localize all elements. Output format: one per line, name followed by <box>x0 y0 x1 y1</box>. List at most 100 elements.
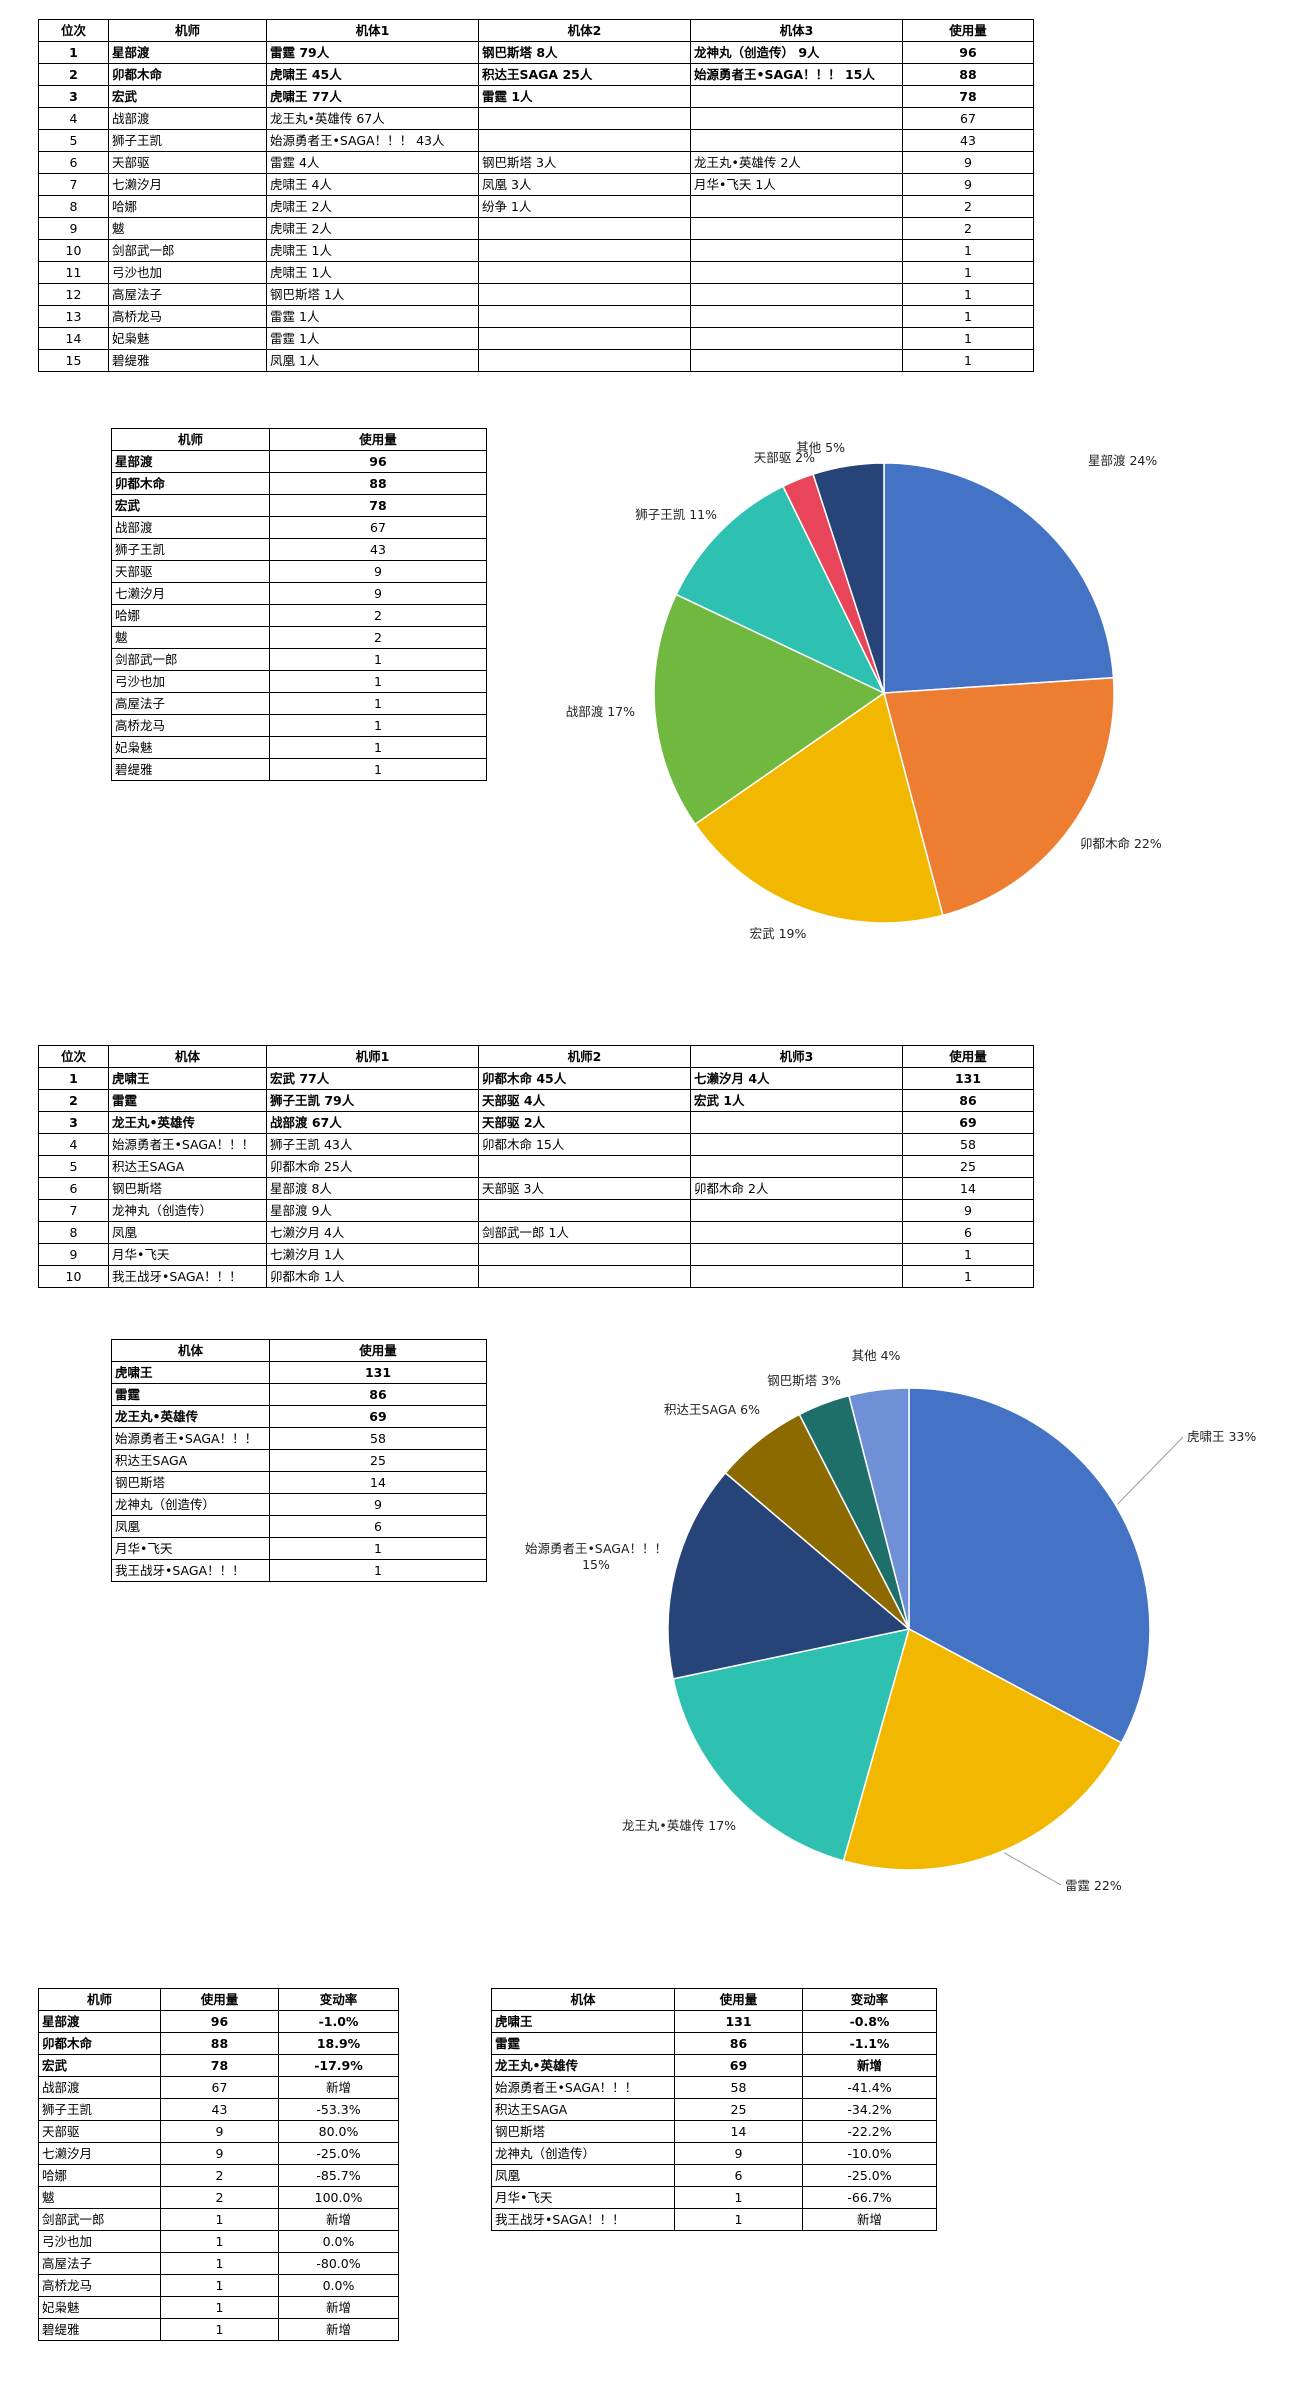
slice-label: 钢巴斯塔 3% <box>767 1373 841 1388</box>
table-row: 卯都木命 88 18.9% <box>38 2032 399 2055</box>
table-row: 哈娜 2 <box>111 604 487 627</box>
cell-rate: -25.0% <box>278 2142 399 2165</box>
table-row: 2 雷霆 狮子王凯 79人 天部驱 4人 宏武 1人 86 <box>38 1089 1034 1112</box>
cell-rate: 新增 <box>802 2208 937 2231</box>
table-row: 8 哈娜 虎啸王 2人 纷争 1人 2 <box>38 195 1034 218</box>
cell-name: 我王战牙•SAGA！！！ <box>111 1559 270 1582</box>
cell-name: 妃枭魅 <box>111 736 270 759</box>
cell-usage: 43 <box>902 129 1034 152</box>
slice-label: 宏武 19% <box>750 926 807 941</box>
cell-name: 剑部武一郎 <box>38 2208 161 2231</box>
cell-name: 哈娜 <box>111 604 270 627</box>
pie-slice <box>883 676 1115 917</box>
slice-label: 雷霆 22% <box>1065 1878 1122 1893</box>
table-row: 弓沙也加 1 <box>111 670 487 693</box>
header-pilot1: 机师1 <box>266 1045 479 1068</box>
cell-name: 我王战牙•SAGA！！！ <box>491 2208 675 2231</box>
cell-usage: 131 <box>902 1067 1034 1090</box>
table-row: 9 月华•飞天 七濑汐月 1人 1 <box>38 1243 1034 1266</box>
cell-m2: 天部驱 4人 <box>478 1089 691 1112</box>
cell-m2: 钢巴斯塔 3人 <box>478 151 691 174</box>
cell-m1: 虎啸王 4人 <box>266 173 479 196</box>
mech-table: 位次 机体 机师1 机师2 机师3 使用量 1 虎啸王 宏武 77人 卯都木命 45人… <box>38 1045 1034 1288</box>
pie-slice <box>653 593 886 826</box>
header-change-rate: 变动率 <box>802 1988 937 2011</box>
slice-label: 始源勇者王•SAGA！！！ 15% <box>525 1541 667 1572</box>
table-row: 始源勇者王•SAGA！！！ 58 <box>111 1427 487 1450</box>
table-row: 7 七濑汐月 虎啸王 4人 凤凰 3人 月华•飞天 1人 9 <box>38 173 1034 196</box>
cell-name: 狮子王凯 <box>38 2098 161 2121</box>
cell-usage: 78 <box>160 2054 279 2077</box>
leader-line <box>1003 1852 1062 1886</box>
table-row: 卯都木命 88 <box>111 472 487 495</box>
table-header-row: 机体 使用量 变动率 <box>491 1988 937 2011</box>
cell-name: 积达王SAGA <box>111 1449 270 1472</box>
table-row: 12 高屋法子 钢巴斯塔 1人 1 <box>38 283 1034 306</box>
pilot-table: 位次 机师 机体1 机体2 机体3 使用量 1 星部渡 雷霆 79人 钢巴斯塔 8人龙… <box>38 19 1034 372</box>
pie-slice <box>672 1628 911 1862</box>
cell-rate: 0.0% <box>278 2230 399 2253</box>
header-pilot: 机师 <box>111 428 270 451</box>
cell-name: 钢巴斯塔 <box>491 2120 675 2143</box>
slice-label: 星部渡 24% <box>1088 453 1157 468</box>
cell-m3: 始源勇者王•SAGA！！！ 15人 <box>690 63 903 86</box>
table-row: 七濑汐月 9 <box>111 582 487 605</box>
cell-m2: 卯都木命 45人 <box>478 1067 691 1090</box>
table-row: 碧缇雅 1 <box>111 758 487 781</box>
slice-label: 卯都木命 22% <box>1080 836 1162 851</box>
table-row: 龙神丸（创造传） 9 -10.0% <box>491 2142 937 2165</box>
slice-label: 天部驱 2% <box>754 450 815 465</box>
cell-usage: 1 <box>902 349 1034 372</box>
leader-line <box>1117 1436 1184 1505</box>
pilot-summary-table: 机师 使用量 星部渡 96 卯都木命 88 宏武 78 战部渡 67 狮子王凯 43 天部驱 9 七濑汐… <box>111 428 487 781</box>
cell-name: 战部渡 <box>38 2076 161 2099</box>
table-row: 积达王SAGA 25 <box>111 1449 487 1472</box>
cell-name: 高桥龙马 <box>111 714 270 737</box>
table-row: 凤凰 6 <box>111 1515 487 1538</box>
cell-rate: -22.2% <box>802 2120 937 2143</box>
mech-change-table: 机体 使用量 变动率 虎啸王 131 -0.8% 雷霆 86 -1.1% 龙王丸•英雄传 69… <box>491 1988 937 2231</box>
cell-name: 龙神丸（创造传） <box>491 2142 675 2165</box>
cell-name: 月华•飞天 <box>491 2186 675 2209</box>
table-row: 虎啸王 131 <box>111 1361 487 1384</box>
cell-m2: 钢巴斯塔 8人 <box>478 41 691 64</box>
table-row: 宏武 78 -17.9% <box>38 2054 399 2077</box>
cell-rank: 13 <box>38 305 109 328</box>
pie-slice <box>842 1627 1123 1871</box>
table-row: 凤凰 6 -25.0% <box>491 2164 937 2187</box>
table-row: 10 剑部武一郎 虎啸王 1人 1 <box>38 239 1034 262</box>
pie-slice <box>883 462 1115 694</box>
table-row: 3 龙王丸•英雄传 战部渡 67人 天部驱 2人 69 <box>38 1111 1034 1134</box>
cell-rate: 新增 <box>278 2318 399 2341</box>
cell-rate: -17.9% <box>278 2054 399 2077</box>
cell-m1: 战部渡 67人 <box>266 1111 479 1134</box>
cell-name: 虎啸王 <box>491 2010 675 2033</box>
table-row: 1 虎啸王 宏武 77人 卯都木命 45人 七濑汐月 4人 131 <box>38 1067 1034 1090</box>
cell-name: 月华•飞天 <box>111 1537 270 1560</box>
table-row: 高屋法子 1 <box>111 692 487 715</box>
cell-name: 弓沙也加 <box>38 2230 161 2253</box>
slice-label: 其他 5% <box>796 440 845 455</box>
table-row: 月华•飞天 1 <box>111 1537 487 1560</box>
table-row: 我王战牙•SAGA！！！ 1 新增 <box>491 2208 937 2231</box>
cell-name: 碧缇雅 <box>111 758 270 781</box>
slice-label: 狮子王凯 11% <box>635 507 717 522</box>
cell-usage: 88 <box>902 63 1034 86</box>
cell-usage: 88 <box>160 2032 279 2055</box>
table-header-row: 机体 使用量 <box>111 1339 487 1362</box>
pie-slice <box>812 462 885 694</box>
cell-rank: 10 <box>38 1265 109 1288</box>
cell-name: 七濑汐月 <box>111 582 270 605</box>
table-row: 15 碧缇雅 凤凰 1人 1 <box>38 349 1034 372</box>
slice-label: 龙王丸•英雄传 17% <box>622 1818 736 1833</box>
slice-label: 积达王SAGA 6% <box>664 1402 760 1417</box>
table-row: 天部驱 9 <box>111 560 487 583</box>
header-mech3: 机体3 <box>690 19 903 42</box>
table-row: 碧缇雅 1 新增 <box>38 2318 399 2341</box>
cell-usage: 14 <box>674 2120 803 2143</box>
table-row: 月华•飞天 1 -66.7% <box>491 2186 937 2209</box>
cell-name: 弓沙也加 <box>111 670 270 693</box>
